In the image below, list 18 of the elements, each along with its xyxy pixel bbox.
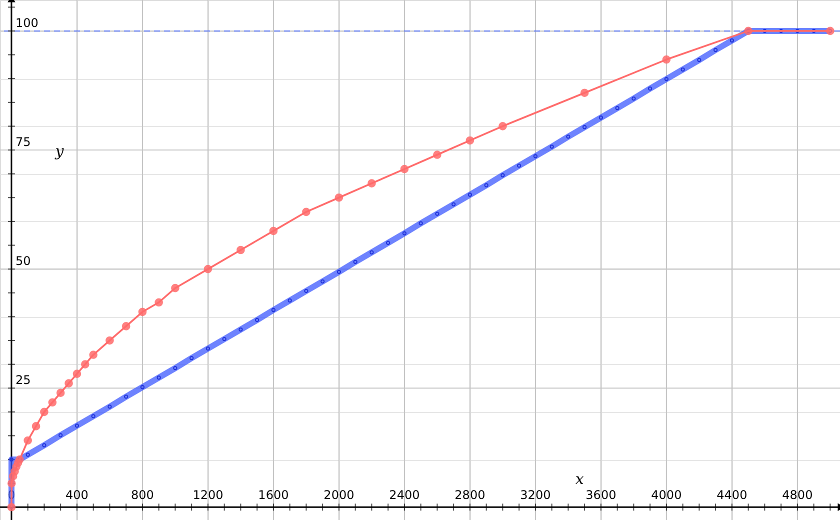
x-tick-label: 2400 — [389, 488, 420, 502]
x-tick-label: 2800 — [454, 488, 486, 502]
y-tick-label: 50 — [15, 254, 31, 268]
y-axis-title: y — [54, 142, 64, 160]
x-tick-label: 4400 — [716, 488, 748, 502]
y-tick-label: 25 — [15, 373, 31, 388]
x-tick-label: 3200 — [520, 488, 551, 502]
x-tick-label: 1600 — [258, 488, 289, 502]
x-tick-label: 4800 — [782, 488, 813, 502]
x-tick-label: 400 — [66, 488, 88, 502]
y-tick-label: 100 — [15, 16, 38, 30]
x-tick-label: 3600 — [586, 488, 616, 502]
x-axis-title: x — [575, 470, 584, 488]
y-tick-label: 75 — [15, 135, 31, 149]
x-tick-label: 800 — [131, 488, 154, 502]
x-tick-label: 1200 — [192, 488, 224, 502]
x-tick-label: 4000 — [651, 488, 682, 502]
x-tick-label: 2000 — [324, 488, 354, 502]
